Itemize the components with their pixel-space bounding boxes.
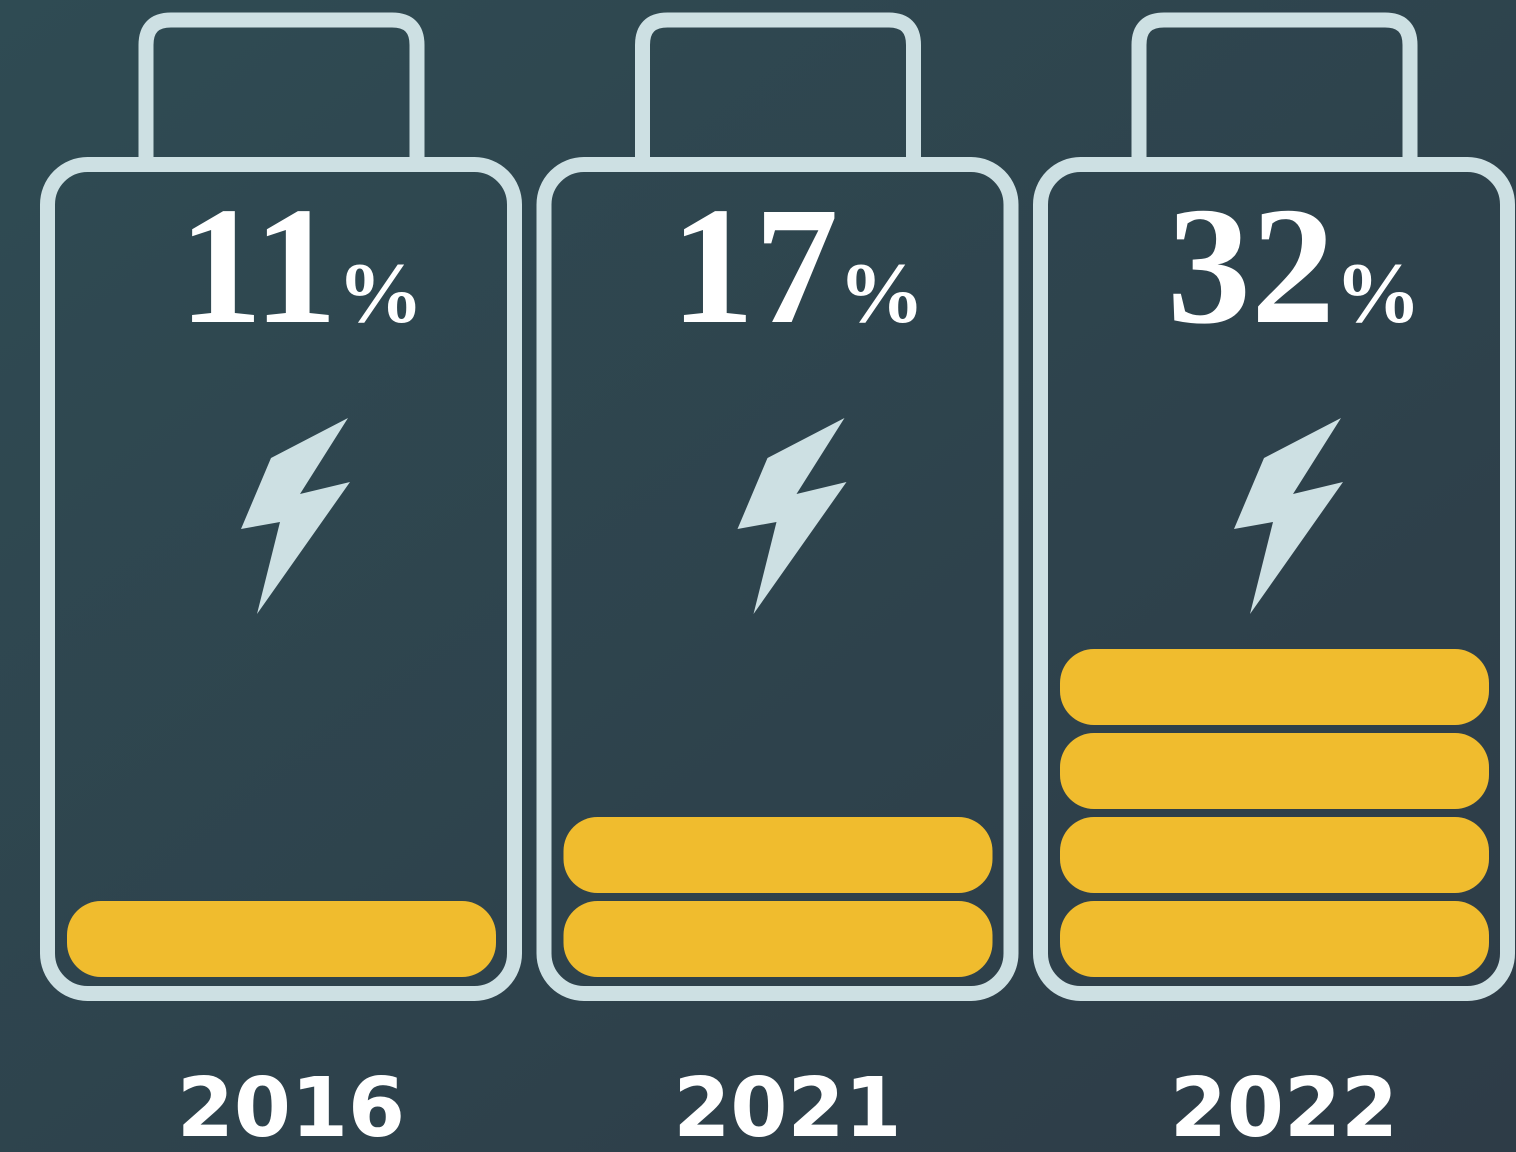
battery-cap: [138, 12, 425, 157]
lightning-icon: [241, 418, 350, 614]
value-number: 32: [1167, 173, 1335, 359]
value-label: 32%: [1167, 173, 1421, 359]
category-label: 2022: [1170, 1061, 1398, 1152]
category-label: 2016: [177, 1061, 405, 1152]
value-number: 17: [671, 173, 839, 359]
value-unit: %: [839, 245, 925, 341]
value-number: 11: [179, 173, 338, 359]
charge-segment: [1060, 901, 1489, 977]
lightning-icon: [737, 418, 847, 614]
value-unit: %: [1335, 245, 1421, 341]
charge-segment: [563, 901, 993, 977]
battery-cap: [635, 12, 921, 157]
charge-segment: [1060, 733, 1489, 809]
category-label: 2021: [673, 1061, 901, 1152]
battery-cap: [1131, 12, 1418, 157]
charge-segment: [67, 901, 496, 977]
charge-segment: [1060, 817, 1489, 893]
value-unit: %: [337, 245, 423, 341]
value-label: 17%: [671, 173, 925, 359]
charge-segment: [563, 817, 993, 893]
battery-body: [1033, 157, 1515, 1001]
battery-body: [536, 157, 1019, 1001]
lightning-icon: [1234, 418, 1343, 614]
value-label: 11%: [179, 173, 424, 359]
battery-body: [40, 157, 522, 1001]
charge-segment: [1060, 649, 1489, 725]
